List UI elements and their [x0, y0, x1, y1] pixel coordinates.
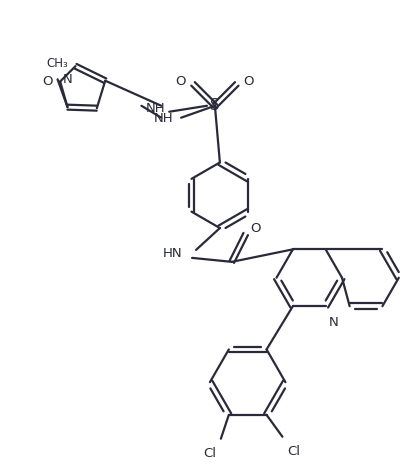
Text: S: S	[210, 98, 220, 113]
Text: O: O	[244, 75, 254, 89]
Text: HN: HN	[162, 247, 182, 260]
Text: N: N	[328, 316, 339, 329]
Text: O: O	[176, 75, 186, 89]
Text: Cl: Cl	[203, 447, 216, 460]
Text: O: O	[250, 221, 261, 235]
Text: O: O	[43, 75, 53, 88]
Text: N: N	[63, 73, 72, 86]
Text: Cl: Cl	[287, 445, 301, 458]
Text: CH₃: CH₃	[47, 57, 68, 70]
Text: NH: NH	[145, 102, 165, 115]
Text: NH: NH	[154, 112, 173, 125]
